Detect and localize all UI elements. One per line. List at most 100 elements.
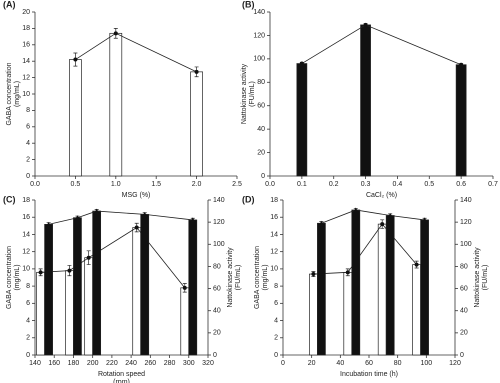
y2-tick-label: 40 (460, 308, 468, 315)
marker (299, 61, 304, 66)
line (321, 209, 425, 224)
marker (414, 262, 419, 267)
bar (92, 210, 102, 356)
y-tick-label: 2 (274, 335, 278, 342)
x-tick-label: 160 (48, 360, 60, 367)
x-tick-label: 320 (202, 360, 214, 367)
x-tick-label: 80 (394, 360, 402, 367)
x-tick-label: 300 (183, 360, 195, 367)
x-tick-label: 20 (308, 360, 316, 367)
line (75, 32, 197, 73)
y-tick-label: 0 (26, 352, 30, 359)
y-tick-label: 10 (22, 266, 30, 273)
bar (180, 287, 190, 356)
marker (345, 270, 350, 275)
bar (317, 222, 326, 356)
marker (67, 268, 72, 273)
bar (351, 209, 361, 356)
line (313, 223, 417, 275)
marker (459, 62, 464, 67)
bar (69, 59, 82, 177)
x-tick-label: 180 (68, 360, 80, 367)
x-tick-label: 0.3 (361, 181, 371, 188)
marker (182, 285, 187, 290)
bar (36, 271, 45, 356)
bar (73, 217, 82, 356)
marker (73, 57, 78, 62)
y2-tick-label: 100 (460, 241, 472, 248)
x-axis-title: Incubation time (h) (340, 371, 398, 378)
y-tick-label: 4 (26, 317, 30, 324)
y-axis-title: (mg/mL) (262, 264, 269, 290)
x-tick-label: 220 (106, 360, 118, 367)
bar (455, 64, 467, 177)
y-tick-label: 12 (22, 74, 30, 81)
bar (84, 257, 94, 356)
y-tick-label: 16 (22, 214, 30, 221)
y2-axis-title: Nattokinase activity (227, 247, 234, 308)
y2-tick-label: 100 (213, 241, 225, 248)
y-tick-label: 8 (26, 283, 30, 290)
y2-tick-label: 60 (460, 285, 468, 292)
bar (420, 219, 429, 356)
x-tick-label: 0.1 (297, 181, 307, 188)
bar (188, 219, 198, 356)
y-tick-label: 140 (253, 9, 265, 16)
y-tick-label: 60 (257, 103, 265, 110)
x-tick-label: 240 (125, 360, 137, 367)
y-tick-label: 8 (26, 107, 30, 114)
marker (311, 272, 316, 277)
y-axis-title: (mg/mL) (14, 81, 21, 107)
panel-label: (D) (242, 194, 255, 204)
x-tick-label: 200 (87, 360, 99, 367)
y2-tick-label: 20 (213, 330, 221, 337)
bar (377, 223, 387, 356)
y-tick-label: 6 (274, 300, 278, 307)
y-tick-label: 120 (253, 32, 265, 39)
marker (94, 208, 100, 214)
bar (65, 270, 74, 356)
y2-tick-label: 20 (460, 330, 468, 337)
x-tick-label: 280 (164, 360, 176, 367)
panel-label: (A) (3, 0, 16, 9)
y-tick-label: 20 (22, 9, 30, 16)
y-tick-label: 20 (257, 149, 265, 156)
y2-tick-label: 40 (213, 308, 221, 315)
bar (296, 63, 308, 177)
y-tick-label: 18 (22, 25, 30, 32)
x-tick-label: 0.7 (488, 181, 498, 188)
x-axis-title: MSG (%) (122, 192, 151, 199)
marker (380, 222, 385, 227)
x-tick-label: 0 (281, 360, 285, 367)
x-axis-title: Rotation speed (98, 371, 145, 378)
x-tick-label: 0.0 (30, 181, 40, 188)
bar (190, 71, 203, 177)
y2-tick-label: 80 (460, 263, 468, 270)
y-axis-title: GABA concentration (254, 246, 261, 309)
marker (38, 270, 43, 275)
x-tick-label: 0.0 (265, 181, 275, 188)
y2-tick-label: 0 (460, 352, 464, 359)
bar (360, 24, 371, 177)
y-tick-label: 14 (270, 231, 278, 238)
y2-tick-label: 120 (460, 219, 472, 226)
x-tick-label: 140 (29, 360, 41, 367)
marker (113, 31, 118, 36)
y-tick-label: 18 (270, 197, 278, 204)
y-tick-label: 14 (22, 231, 30, 238)
y-tick-label: 0 (261, 173, 265, 180)
bar (109, 32, 123, 177)
y-tick-label: 40 (257, 126, 265, 133)
marker (86, 255, 91, 260)
y-tick-label: 14 (22, 58, 30, 65)
y-tick-label: 18 (22, 197, 30, 204)
x-tick-label: 0.4 (393, 181, 403, 188)
y-tick-label: 10 (22, 91, 30, 98)
y-tick-label: 12 (270, 249, 278, 256)
y2-tick-label: 140 (213, 197, 225, 204)
x-tick-label: 260 (144, 360, 156, 367)
bar (44, 224, 53, 356)
bar (132, 227, 142, 356)
marker (46, 221, 52, 227)
